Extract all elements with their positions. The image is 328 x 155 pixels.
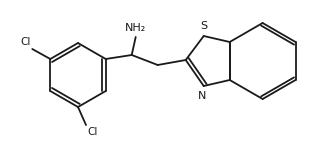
Text: S: S <box>200 21 207 31</box>
Text: Cl: Cl <box>20 37 30 47</box>
Text: N: N <box>197 91 206 101</box>
Text: NH₂: NH₂ <box>125 23 146 33</box>
Text: Cl: Cl <box>87 127 97 137</box>
